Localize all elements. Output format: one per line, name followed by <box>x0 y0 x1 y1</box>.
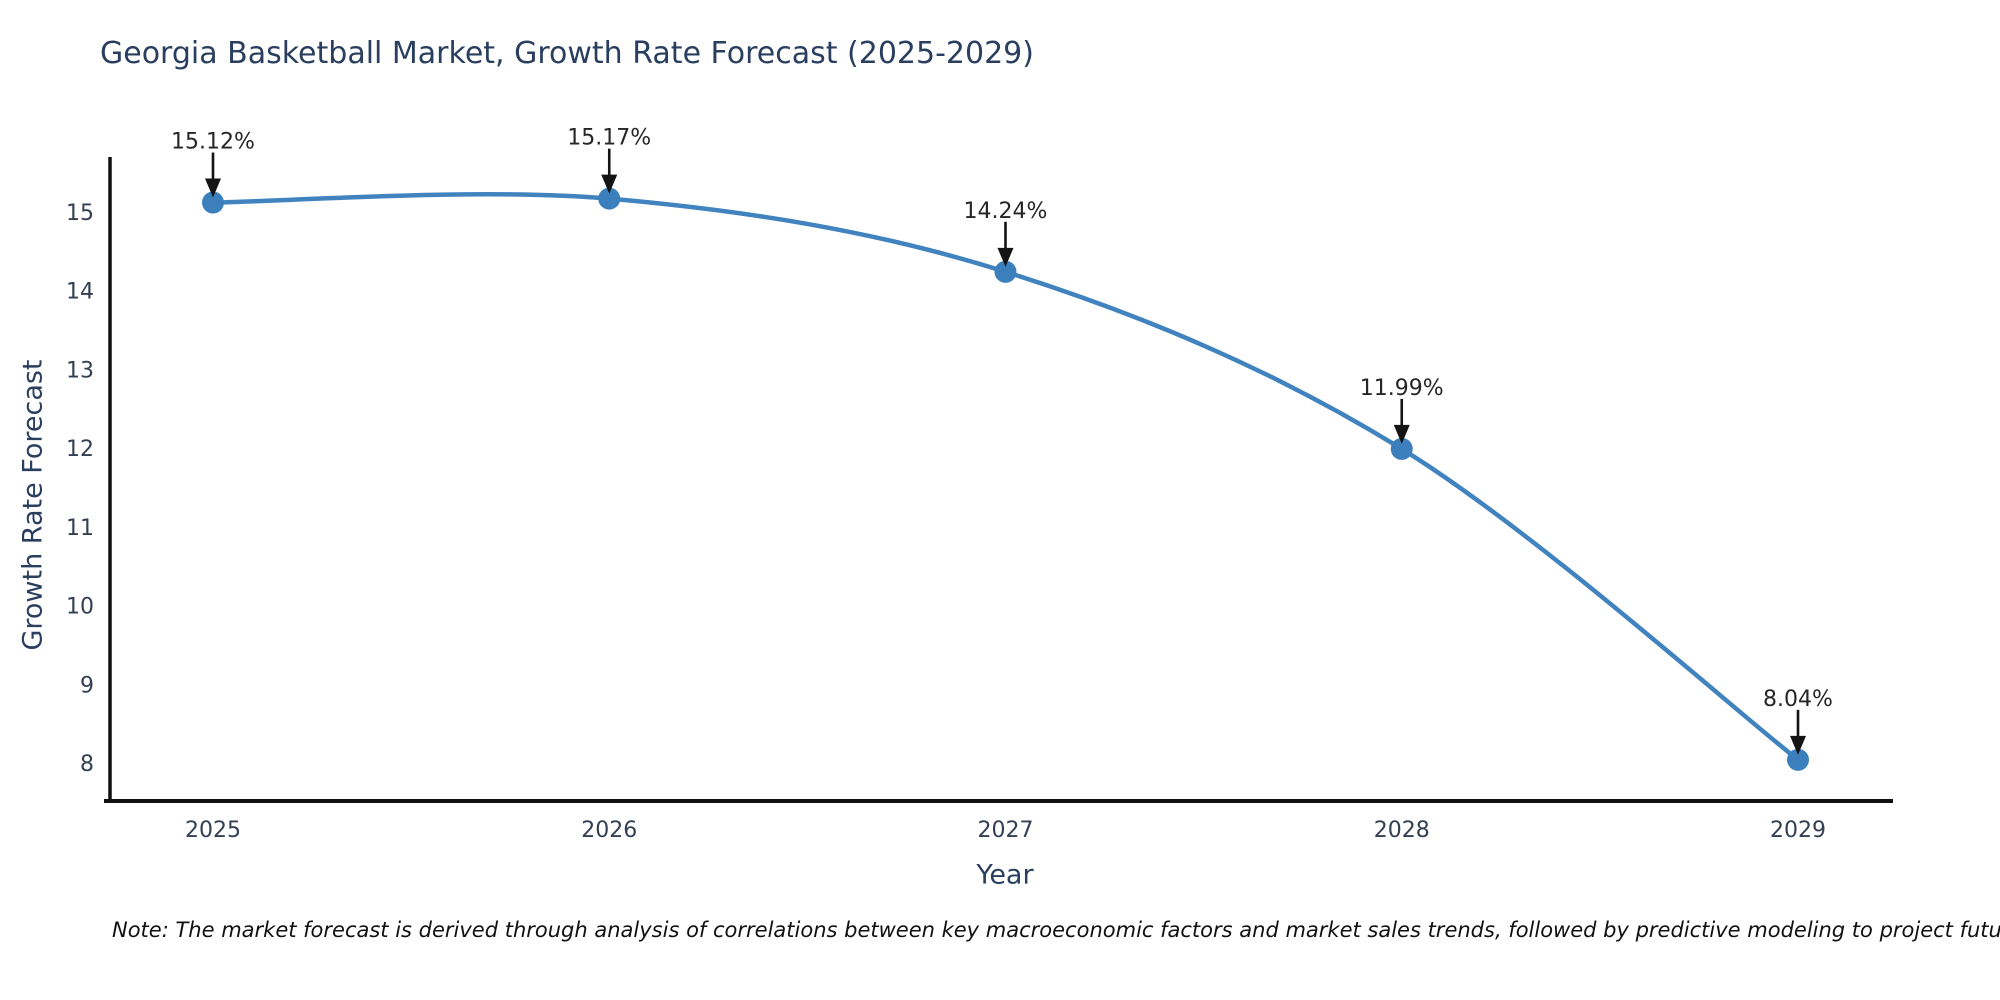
footnote: Note: The market forecast is derived thr… <box>112 918 2000 942</box>
data-label-2027: 14.24% <box>964 199 1048 224</box>
y-tick-label: 13 <box>66 358 94 383</box>
data-point-2027[interactable] <box>994 260 1017 283</box>
annotation-arrowhead-icon <box>1393 424 1410 444</box>
annotation-arrowhead-icon <box>1790 735 1806 755</box>
x-tick-label: 2028 <box>1374 818 1430 843</box>
y-tick-label: 11 <box>66 516 94 541</box>
y-tick-label: 9 <box>80 673 94 698</box>
data-label-2025: 15.12% <box>171 130 255 155</box>
annotation-arrowhead-icon <box>205 178 221 198</box>
x-axis-title: Year <box>976 859 1034 891</box>
data-label-2026: 15.17% <box>567 126 651 151</box>
y-tick-label: 10 <box>66 595 94 620</box>
y-tick-label: 12 <box>66 437 94 462</box>
data-label-2028: 11.99% <box>1360 376 1444 401</box>
data-label-2029: 8.04% <box>1763 687 1833 712</box>
x-tick-label: 2027 <box>978 818 1034 843</box>
data-point-2025[interactable] <box>202 191 224 214</box>
y-tick-label: 15 <box>66 201 94 226</box>
annotation-arrowhead-icon <box>601 174 618 194</box>
chart-title: Georgia Basketball Market, Growth Rate F… <box>100 36 1034 71</box>
x-tick-label: 2025 <box>185 818 241 843</box>
data-point-2028[interactable] <box>1390 437 1413 460</box>
annotation-arrowhead-icon <box>997 247 1014 267</box>
data-point-2026[interactable] <box>598 187 621 210</box>
y-tick-label: 8 <box>80 752 94 777</box>
data-point-2029[interactable] <box>1787 748 1809 771</box>
y-axis-title: Growth Rate Forecast <box>17 359 49 651</box>
x-tick-label: 2026 <box>581 818 637 843</box>
x-tick-label: 2029 <box>1770 818 1826 843</box>
y-tick-label: 14 <box>66 280 94 305</box>
